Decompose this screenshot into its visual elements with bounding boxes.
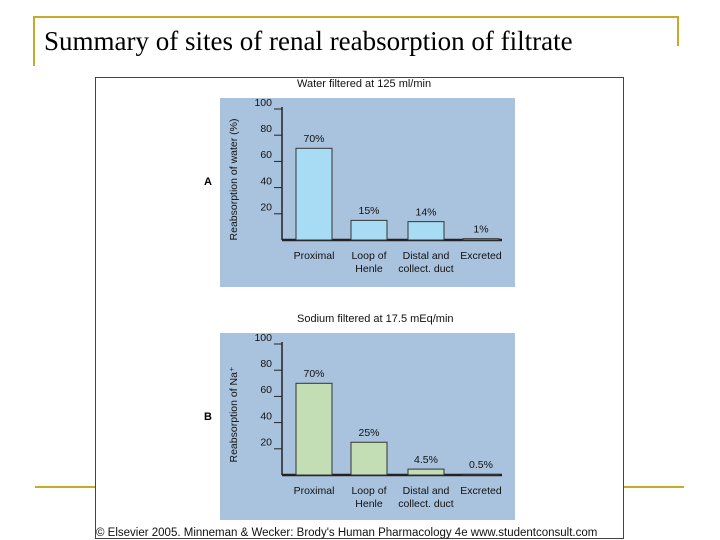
value-label: 1% (473, 223, 488, 235)
x-tick-label: Excreted (460, 485, 502, 497)
value-label: 70% (303, 133, 324, 145)
panel-label: A (204, 176, 212, 188)
value-label: 4.5% (414, 454, 438, 466)
bar (350, 441, 388, 476)
bar (350, 219, 388, 241)
x-tick-label: Distal and collect. duct (398, 250, 454, 275)
panel-label: B (204, 411, 212, 423)
decor-line (35, 486, 97, 488)
chart-title: Sodium filtered at 17.5 mEq/min (297, 313, 454, 325)
value-label: 25% (358, 427, 379, 439)
x-tick-label: Proximal (293, 250, 335, 262)
decor-line (33, 16, 679, 18)
value-label: 15% (358, 205, 379, 217)
source-note: © Elsevier 2005. Minneman & Wecker: Brod… (96, 527, 598, 539)
y-axis-label: Reabsorption of Na⁺ (228, 366, 240, 462)
bar (462, 473, 500, 476)
y-axis-label: Reabsorption of water (%) (228, 119, 240, 241)
y-tick-label: 20 (260, 202, 272, 214)
x-tick-label: Excreted (460, 250, 502, 262)
y-tick-label: 60 (260, 149, 272, 161)
bar (295, 382, 333, 476)
y-tick-label: 100 (254, 333, 272, 344)
y-tick-label: 60 (260, 384, 272, 396)
value-label: 14% (415, 206, 436, 218)
bar (407, 221, 445, 241)
slide-title: Summary of sites of renal reabsorption o… (44, 26, 573, 56)
x-tick-label: Loop of Henle (351, 250, 387, 275)
bar (295, 147, 333, 241)
x-tick-label: Loop of Henle (351, 485, 387, 510)
y-tick-label: 40 (260, 410, 272, 422)
chart-panel: 20 40 60 80 100 Reabsorption of water (%) 70% 1… (220, 98, 515, 287)
y-tick-label: 20 (260, 437, 272, 449)
value-label: 70% (303, 368, 324, 380)
decor-line (677, 16, 679, 46)
y-tick-label: 80 (260, 123, 272, 135)
y-tick-label: 40 (260, 175, 272, 187)
chart-title: Water filtered at 125 ml/min (297, 78, 432, 90)
chart-panel: 20 40 60 80 100 Reabsorption of Na⁺ 70% 25% 4.5%… (220, 333, 515, 520)
y-tick-label: 100 (254, 98, 272, 109)
y-tick-label: 80 (260, 358, 272, 370)
decor-line (624, 486, 684, 488)
bar (407, 468, 445, 476)
chart: 20 40 60 80 100 Reabsorption of water (%) 70% 1… (228, 98, 502, 242)
x-tick-label: Distal and collect. duct (398, 485, 454, 510)
bar (462, 238, 500, 241)
chart: 20 40 60 80 100 Reabsorption of Na⁺ 70% 25% 4.5%… (228, 333, 502, 477)
decor-line (33, 16, 35, 66)
x-tick-label: Proximal (293, 485, 335, 497)
value-label: 0.5% (469, 459, 493, 471)
